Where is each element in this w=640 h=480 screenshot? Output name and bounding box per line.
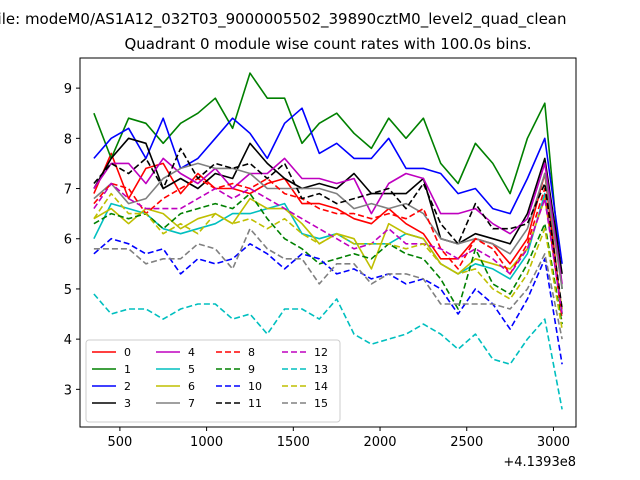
y-tick-label: 4 xyxy=(64,333,72,348)
series-line-13 xyxy=(93,293,563,410)
legend-label-6: 6 xyxy=(188,380,195,393)
x-tick-label: 1000 xyxy=(190,435,223,450)
series-line-2 xyxy=(93,107,563,264)
series-line-10 xyxy=(93,237,563,365)
legend-label-5: 5 xyxy=(188,363,195,376)
suptitle-text: n file: modeM0/AS1A12_032T03_9000005502_… xyxy=(0,10,567,28)
legend-label-14: 14 xyxy=(314,380,328,393)
legend-label-4: 4 xyxy=(188,346,195,359)
legend-box xyxy=(85,339,341,423)
legend-label-8: 8 xyxy=(248,346,255,359)
legend-label-11: 11 xyxy=(248,397,262,410)
series-line-1 xyxy=(93,72,563,289)
series-line-3 xyxy=(93,137,563,275)
y-tick-label: 8 xyxy=(64,132,72,147)
legend-label-7: 7 xyxy=(188,397,195,410)
ticks-layer: 500 1000 1500 2000 2500 3000 3 4 5 6 7 8 9 xyxy=(64,82,570,450)
series-line-15 xyxy=(93,227,563,340)
series-line-7 xyxy=(93,162,563,290)
series-line-12 xyxy=(93,182,563,315)
x-axis-offset-label: +4.1393e8 xyxy=(503,455,576,470)
chart-title: Quadrant 0 module wise count rates with … xyxy=(124,35,532,53)
y-tick-label: 3 xyxy=(64,383,72,398)
legend-label-10: 10 xyxy=(248,380,262,393)
x-tick-label: 500 xyxy=(107,435,132,450)
legend-label-0: 0 xyxy=(124,346,131,359)
series-line-6 xyxy=(93,197,563,310)
legend-label-3: 3 xyxy=(124,397,131,410)
y-tick-label: 9 xyxy=(64,82,72,97)
x-tick-label: 2000 xyxy=(363,435,396,450)
legend-label-2: 2 xyxy=(124,380,131,393)
x-tick-label: 1500 xyxy=(277,435,310,450)
legend-label-15: 15 xyxy=(314,397,328,410)
series-line-14 xyxy=(93,192,563,330)
legend-label-12: 12 xyxy=(314,346,328,359)
y-tick-label: 5 xyxy=(64,283,72,298)
legend-label-1: 1 xyxy=(124,363,131,376)
x-tick-label: 2500 xyxy=(450,435,483,450)
series-line-9 xyxy=(93,192,563,325)
legend-label-9: 9 xyxy=(248,363,255,376)
legend-label-13: 13 xyxy=(314,363,328,376)
y-tick-label: 7 xyxy=(64,183,72,198)
y-tick-label: 6 xyxy=(64,233,72,248)
plot-frame xyxy=(79,57,577,428)
series-line-5 xyxy=(93,192,563,315)
series-line-8 xyxy=(93,177,563,320)
series-layer xyxy=(93,72,563,410)
series-line-11 xyxy=(93,147,563,310)
x-tick-label: 3000 xyxy=(537,435,570,450)
